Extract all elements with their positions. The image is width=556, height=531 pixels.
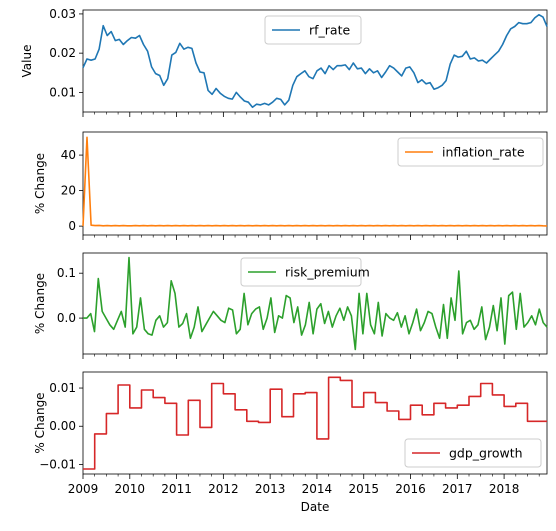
legend-label: rf_rate	[309, 23, 350, 38]
y-tick-label: 0	[68, 219, 76, 233]
y-axis-label: Value	[20, 45, 34, 78]
series-line-inflation_rate	[82, 136, 548, 227]
y-tick-label: 0.00	[49, 419, 76, 433]
legend-box	[404, 438, 542, 468]
x-tick-label: 2015	[348, 482, 379, 496]
y-tick-label: 20	[61, 184, 76, 198]
series-line-rf_rate	[82, 13, 548, 109]
plot-frame	[82, 131, 548, 236]
legend: inflation_rate	[397, 137, 544, 167]
x-tick-label: 2018	[489, 482, 520, 496]
panel-3: 0.0 0.1 % Change risk_premium	[33, 252, 548, 359]
x-tick-label: 2014	[302, 482, 333, 496]
series-line-risk_premium	[83, 256, 548, 351]
legend: risk_premium	[240, 257, 370, 287]
x-tick-label: 2011	[161, 482, 192, 496]
x-axis-label: Date	[301, 500, 330, 514]
y-tick-label: 0.03	[49, 7, 76, 21]
legend-label: risk_premium	[285, 265, 370, 280]
x-tick-label: 2012	[208, 482, 239, 496]
series-line-gdp_growth	[83, 376, 547, 470]
legend-box	[264, 15, 362, 45]
y-axis-label: % Change	[33, 153, 47, 214]
legend-box	[240, 257, 362, 287]
legend-label: gdp_growth	[449, 446, 523, 461]
y-tick-label: −0.01	[39, 457, 76, 471]
y-tick-label: 0.1	[57, 266, 76, 280]
legend: rf_rate	[264, 15, 362, 45]
legend-label: inflation_rate	[442, 145, 525, 160]
panel-4: −0.01 0.00 0.01% Change gdp_growth 2009 2010 2…	[33, 371, 548, 514]
x-tick-label: 2010	[115, 482, 146, 496]
x-tick-label: 2016	[395, 482, 426, 496]
y-tick-label: 0.02	[49, 46, 76, 60]
y-tick-label: 0.0	[57, 311, 76, 325]
y-axis-label: % Change	[33, 273, 47, 334]
x-tick-label: 2017	[442, 482, 473, 496]
plot-frame	[82, 252, 548, 355]
y-axis-label: % Change	[33, 392, 47, 453]
x-tick-label: 2009	[68, 482, 99, 496]
plot-frame	[82, 371, 548, 475]
legend: gdp_growth	[404, 438, 542, 468]
y-tick-label: 40	[61, 148, 76, 162]
legend-box	[397, 137, 544, 167]
panel-2: 0 20 40 % Change inflation_rate	[33, 131, 548, 240]
plot-frame	[82, 9, 548, 113]
y-tick-label: 0.01	[49, 85, 76, 99]
y-tick-label: 0.01	[49, 381, 76, 395]
panel-1: 0.01 0.02 0.03 Value rf_rate	[20, 7, 548, 117]
x-tick-label: 2013	[255, 482, 286, 496]
